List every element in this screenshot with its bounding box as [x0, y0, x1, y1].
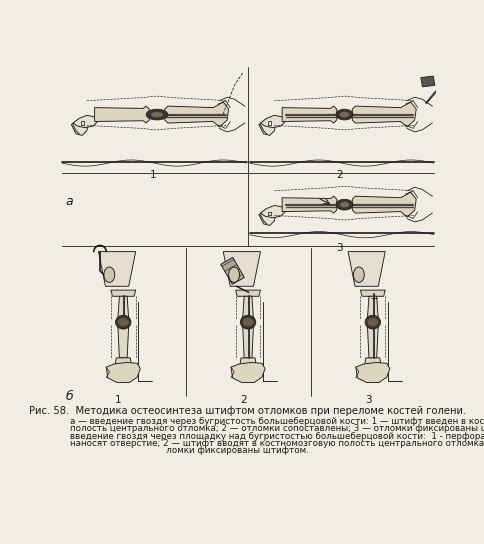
Polygon shape — [94, 106, 149, 123]
Polygon shape — [106, 362, 140, 382]
Text: а — введение гвоздя через бугристость большеберцовой кости: 1 — штифт введен в к: а — введение гвоздя через бугристость бо… — [70, 417, 484, 426]
Polygon shape — [165, 102, 228, 127]
Polygon shape — [73, 115, 98, 128]
Polygon shape — [260, 115, 285, 128]
Polygon shape — [367, 296, 378, 319]
Ellipse shape — [151, 112, 163, 118]
Text: Рис. 58.  Методика остеосинтеза штифтом отломков при переломе костей голени.: Рис. 58. Методика остеосинтеза штифтом о… — [30, 406, 467, 416]
Ellipse shape — [340, 112, 349, 118]
Text: 3: 3 — [336, 243, 343, 253]
Polygon shape — [223, 252, 260, 286]
Polygon shape — [361, 290, 385, 296]
Ellipse shape — [353, 267, 364, 282]
Polygon shape — [221, 257, 244, 285]
Polygon shape — [367, 325, 378, 358]
Ellipse shape — [365, 315, 380, 329]
Polygon shape — [282, 196, 337, 213]
Ellipse shape — [146, 109, 168, 120]
Polygon shape — [98, 252, 136, 286]
Text: введение гвоздя через площадку над бугристостью большеберцовой кости:  1 - перфо: введение гвоздя через площадку над бугри… — [70, 432, 484, 441]
Ellipse shape — [367, 318, 378, 326]
Ellipse shape — [240, 315, 256, 329]
Ellipse shape — [336, 109, 353, 120]
Polygon shape — [236, 290, 260, 296]
Polygon shape — [111, 290, 136, 296]
Text: б: б — [65, 390, 73, 403]
Polygon shape — [259, 119, 276, 135]
Polygon shape — [352, 192, 416, 217]
Polygon shape — [71, 119, 89, 135]
Ellipse shape — [116, 315, 131, 329]
Text: полость центрального отломка; 2 — отломки сопоставлены; 3 — отломки фиксированы : полость центрального отломка; 2 — отломк… — [70, 424, 484, 434]
Polygon shape — [118, 296, 129, 319]
Polygon shape — [242, 325, 254, 358]
Polygon shape — [282, 106, 337, 123]
Polygon shape — [259, 208, 276, 225]
Polygon shape — [118, 325, 129, 358]
Polygon shape — [348, 252, 385, 286]
Text: 3: 3 — [365, 395, 372, 405]
Polygon shape — [356, 362, 390, 382]
Text: ломки фиксированы штифтом.: ломки фиксированы штифтом. — [70, 447, 309, 455]
Ellipse shape — [242, 318, 254, 326]
Ellipse shape — [336, 199, 353, 210]
Text: наносят отверстие; 2 — штифт вводят в костномозговую полость центрального отломк: наносят отверстие; 2 — штифт вводят в ко… — [70, 439, 484, 448]
Polygon shape — [364, 358, 381, 367]
Text: 1: 1 — [150, 170, 157, 180]
Ellipse shape — [104, 267, 115, 282]
Polygon shape — [242, 296, 254, 319]
Ellipse shape — [118, 318, 129, 326]
Polygon shape — [421, 76, 435, 87]
Polygon shape — [115, 358, 132, 367]
Text: а: а — [65, 195, 73, 208]
Polygon shape — [260, 206, 285, 218]
Polygon shape — [352, 102, 416, 127]
Text: 2: 2 — [240, 395, 247, 405]
Text: 1: 1 — [115, 395, 122, 405]
Text: 2: 2 — [336, 170, 343, 180]
Ellipse shape — [228, 267, 240, 282]
Ellipse shape — [340, 202, 349, 207]
Polygon shape — [231, 362, 265, 382]
Polygon shape — [240, 358, 257, 367]
